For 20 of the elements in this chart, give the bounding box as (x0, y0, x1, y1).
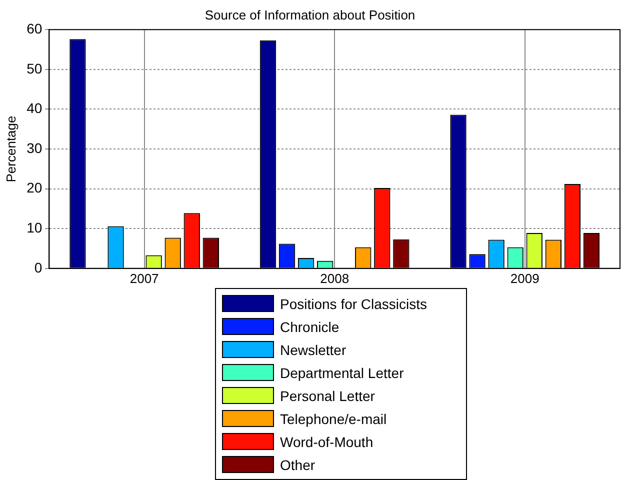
legend-label: Departmental Letter (280, 364, 404, 380)
legend-label: Positions for Classicists (280, 296, 428, 312)
y-tick-label: 30 (26, 140, 42, 156)
legend-label: Telephone/e-mail (280, 410, 387, 426)
y-tick-label: 0 (34, 259, 42, 276)
y-tick-label: 50 (26, 60, 42, 76)
x-tick-label: 2007 (130, 270, 159, 286)
legend-label: Other (280, 456, 316, 472)
y-tick-label: 60 (26, 20, 42, 36)
chart-title: Source of Information about Position (204, 7, 416, 22)
x-tick-label: 2008 (320, 270, 350, 286)
legend-label: Word-of-Mouth (280, 434, 374, 450)
y-tick-label: 40 (26, 100, 42, 116)
legend-label: Chronicle (280, 318, 340, 334)
legend-label: Newsletter (280, 342, 346, 358)
x-tick-label: 2009 (510, 270, 540, 286)
legend-label: Personal Letter (280, 388, 375, 404)
y-tick-label: 10 (26, 219, 42, 236)
y-tick-label: 20 (26, 180, 42, 196)
y-axis-title: Percentage (3, 116, 18, 182)
